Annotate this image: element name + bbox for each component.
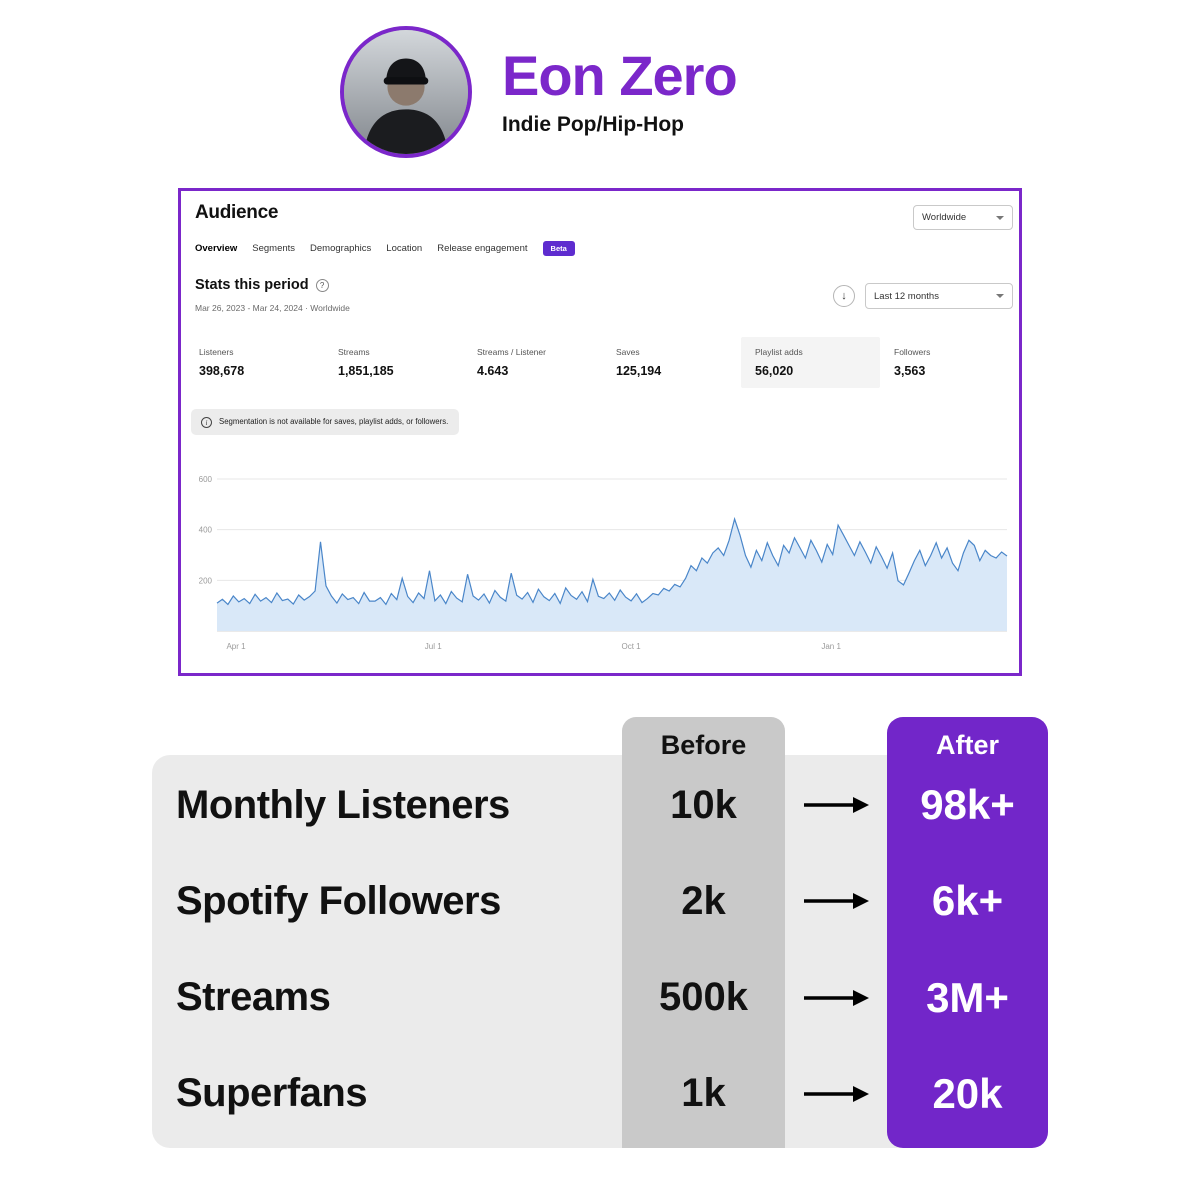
stat-card[interactable]: Playlist adds 56,020 [741, 337, 880, 388]
svg-text:200: 200 [199, 576, 213, 585]
stats-period-title: Stats this period [195, 277, 309, 293]
stat-value: 125,194 [616, 364, 662, 378]
svg-text:Jul 1: Jul 1 [425, 642, 442, 651]
stat-label: Listeners [199, 347, 234, 357]
comparison-row: Streams 500k 3M+ [152, 950, 1048, 1046]
svg-text:Apr 1: Apr 1 [226, 642, 246, 651]
metric-label: Streams [176, 975, 331, 1020]
stat-value: 398,678 [199, 364, 245, 378]
svg-text:Jan 1: Jan 1 [821, 642, 841, 651]
tab-segments[interactable]: Segments [252, 243, 296, 254]
period-select-value: Last 12 months [874, 290, 939, 302]
after-header: After [935, 729, 999, 760]
after-column-bg [887, 717, 1048, 1148]
before-value: 500k [659, 975, 748, 1020]
stat-card[interactable]: Streams / Listener 4.643 [463, 337, 602, 388]
stat-value: 3,563 [894, 364, 926, 378]
after-value: 98k+ [920, 781, 1015, 829]
artist-text: Eon Zero Indie Pop/Hip-Hop [502, 43, 738, 138]
artist-header: Eon Zero Indie Pop/Hip-Hop [340, 26, 738, 158]
stat-label: Playlist adds [755, 347, 803, 357]
comparison-table: Before After Monthly Listeners 10k 98k+ Spo… [152, 717, 1048, 1148]
before-value: 10k [670, 782, 737, 827]
before-header: Before [660, 729, 747, 760]
metric-label: Monthly Listeners [176, 782, 510, 827]
listeners-chart-wrap[interactable]: 200 400 600 Apr 1 Jul 1 Oct 1 Jan 1 [187, 471, 1013, 666]
after-value: 3M+ [926, 973, 1009, 1021]
arrow-right-icon [785, 890, 887, 912]
chevron-down-icon [996, 215, 1004, 220]
stat-value: 1,851,185 [338, 364, 394, 378]
audience-dashboard: Audience Worldwide Overview Segments Demog… [178, 188, 1022, 676]
artist-avatar [340, 26, 472, 158]
download-icon[interactable]: ↓ [833, 285, 855, 307]
metric-label: Spotify Followers [176, 878, 501, 923]
tab-release-engagement[interactable]: Release engagement [437, 243, 528, 254]
comparison-row: Spotify Followers 2k 6k+ [152, 853, 1048, 949]
listeners-chart: 200 400 600 Apr 1 Jul 1 Oct 1 Jan 1 [199, 475, 1008, 651]
segmentation-banner: i Segmentation is not available for save… [191, 409, 459, 436]
banner-text: Segmentation is not available for saves,… [219, 417, 449, 426]
stat-label: Streams [338, 347, 370, 357]
before-value: 2k [681, 878, 726, 923]
stat-label: Saves [616, 347, 640, 357]
comparison-row: Monthly Listeners 10k 98k+ [152, 757, 1048, 853]
artist-genre: Indie Pop/Hip-Hop [502, 113, 684, 137]
tab-overview[interactable]: Overview [195, 243, 238, 254]
after-value: 20k [932, 1069, 1003, 1117]
region-select-value: Worldwide [922, 212, 967, 223]
comparison-row: Superfans 1k 20k [152, 1046, 1048, 1142]
period-select[interactable]: Last 12 months [865, 283, 1013, 309]
stat-label: Followers [894, 347, 931, 357]
tab-location[interactable]: Location [386, 243, 423, 254]
beta-badge: Beta [542, 241, 575, 256]
artist-photo [344, 30, 468, 154]
stats-row: Listeners 398,678 Streams 1,851,185 Streams … [185, 337, 1019, 388]
stat-card[interactable]: Saves 125,194 [602, 337, 741, 388]
stat-value: 56,020 [755, 364, 794, 378]
svg-text:600: 600 [199, 475, 213, 484]
stats-title-row: Stats this period ? [195, 277, 329, 293]
date-range: Mar 26, 2023 - Mar 24, 2024 · Worldwide [195, 303, 350, 313]
audience-title: Audience [195, 202, 279, 223]
before-value: 1k [681, 1071, 726, 1116]
audience-tabs: Overview Segments Demographics Location Rele… [195, 241, 575, 256]
svg-text:Oct 1: Oct 1 [621, 642, 641, 651]
artist-name: Eon Zero [502, 43, 738, 107]
info-icon: i [201, 417, 212, 428]
stat-label: Streams / Listener [477, 347, 546, 357]
arrow-right-icon [785, 794, 887, 816]
arrow-right-icon [785, 987, 887, 1009]
stat-card[interactable]: Streams 1,851,185 [324, 337, 463, 388]
metric-label: Superfans [176, 1071, 368, 1116]
tab-demographics[interactable]: Demographics [310, 243, 372, 254]
period-controls: ↓ Last 12 months [833, 283, 1013, 309]
comparison-rows: Monthly Listeners 10k 98k+ Spotify Follower… [152, 757, 1048, 1142]
svg-text:400: 400 [199, 526, 213, 535]
stat-value: 4.643 [477, 364, 509, 378]
before-column-bg [622, 717, 785, 1148]
region-select[interactable]: Worldwide [913, 205, 1013, 230]
after-value: 6k+ [931, 877, 1004, 925]
arrow-right-icon [785, 1083, 887, 1105]
help-icon[interactable]: ? [315, 278, 329, 292]
chevron-down-icon [996, 294, 1004, 298]
stat-card[interactable]: Followers 3,563 [880, 337, 1019, 388]
stat-card[interactable]: Listeners 398,678 [185, 337, 324, 388]
